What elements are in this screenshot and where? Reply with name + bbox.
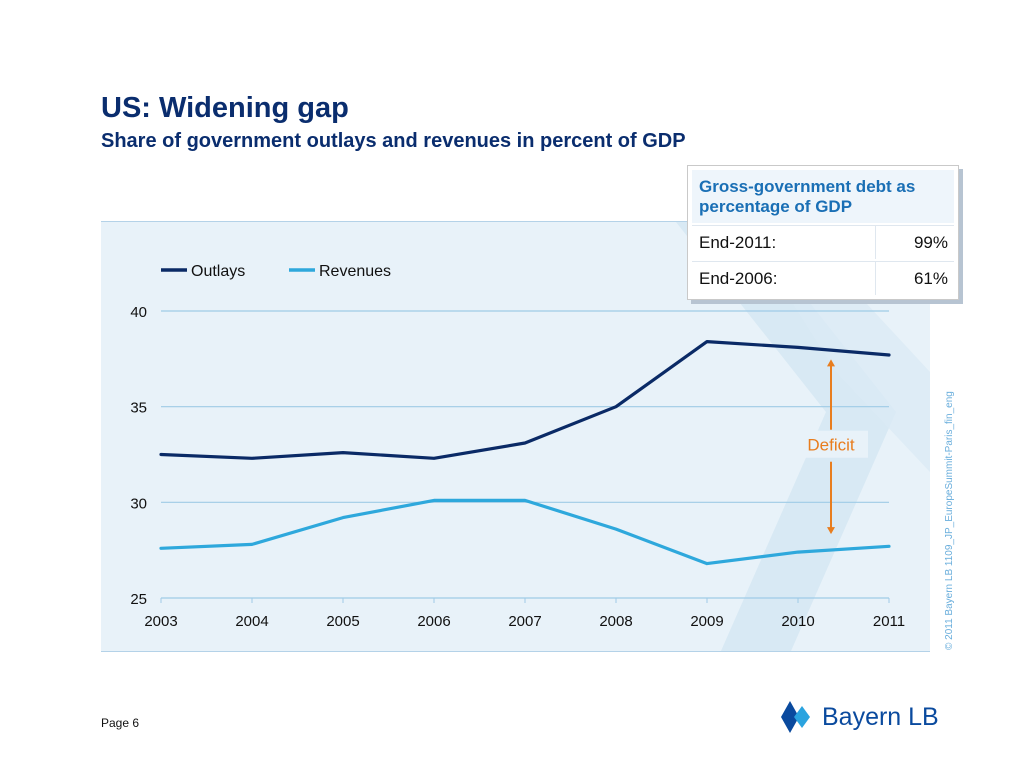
bayernlb-logo: Bayern LB <box>780 698 939 736</box>
deficit-label-bg <box>794 430 868 458</box>
bayernlb-diamond-icon <box>781 701 810 733</box>
y-tick-label: 40 <box>130 304 147 321</box>
legend-label: Revenues <box>319 263 391 280</box>
debt-row-value: 61% <box>875 262 954 295</box>
x-tick-label: 2010 <box>781 613 814 630</box>
debt-row-label: End-2011: <box>699 232 777 252</box>
copyright-text: © 2011 Bayern LB 1109_JP_EuropeSummit-Pa… <box>944 391 955 650</box>
x-tick-label: 2009 <box>690 613 723 630</box>
page-number: Page 6 <box>101 716 140 730</box>
page-subtitle: Share of government outlays and revenues… <box>101 130 686 152</box>
y-tick-label: 30 <box>130 495 147 512</box>
page-title: US: Widening gap <box>101 92 349 124</box>
logo-text: Bayern LB <box>822 702 939 731</box>
debt-table-row: End-2011: 99% <box>692 225 954 259</box>
x-tick-label: 2005 <box>326 613 359 630</box>
debt-table-header: Gross-government debt as percentage of G… <box>692 170 954 223</box>
debt-table: Gross-government debt as percentage of G… <box>687 165 959 300</box>
deficit-arrowhead <box>827 527 835 535</box>
x-tick-label: 2007 <box>508 613 541 630</box>
x-tick-label: 2011 <box>873 613 905 630</box>
legend-label: Outlays <box>191 263 245 280</box>
debt-row-value: 99% <box>875 226 954 259</box>
deficit-arrowhead <box>827 359 835 367</box>
debt-table-row: End-2006: 61% <box>692 261 954 295</box>
debt-row-label: End-2006: <box>699 268 778 288</box>
x-tick-label: 2006 <box>417 613 450 630</box>
deficit-label: Deficit <box>807 436 855 455</box>
x-tick-label: 2004 <box>235 613 268 630</box>
y-tick-label: 35 <box>130 400 147 417</box>
x-tick-label: 2008 <box>599 613 632 630</box>
series-line-revenues <box>159 498 891 566</box>
series-line-outlays <box>159 339 891 460</box>
x-tick-label: 2003 <box>144 613 177 630</box>
y-tick-label: 25 <box>130 591 147 608</box>
